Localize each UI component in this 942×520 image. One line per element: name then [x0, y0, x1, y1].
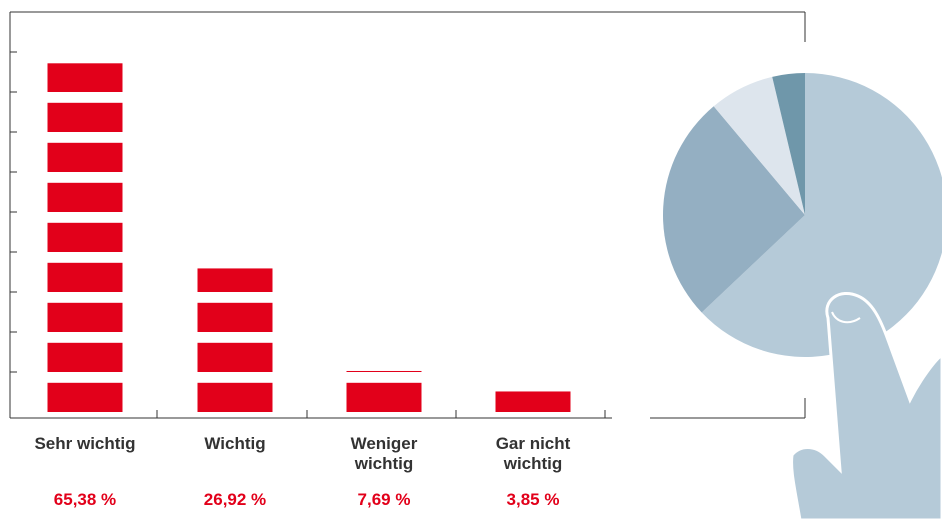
x-tick-label: Weniger wichtig: [325, 434, 443, 474]
x-tick-label: Gar nicht wichtig: [474, 434, 592, 474]
pie: [663, 73, 942, 357]
value-label: 26,92 %: [176, 490, 294, 510]
x-tick-label: Sehr wichtig: [26, 434, 144, 454]
value-label: 3,85 %: [474, 490, 592, 510]
x-tick-label: Wichtig: [176, 434, 294, 454]
value-label: 7,69 %: [325, 490, 443, 510]
bar: [48, 63, 123, 412]
bar: [496, 391, 571, 412]
bar: [198, 268, 273, 412]
bar: [347, 371, 422, 412]
page: (() => { const data = JSON.parse(documen…: [0, 0, 942, 520]
value-label: 65,38 %: [26, 490, 144, 510]
